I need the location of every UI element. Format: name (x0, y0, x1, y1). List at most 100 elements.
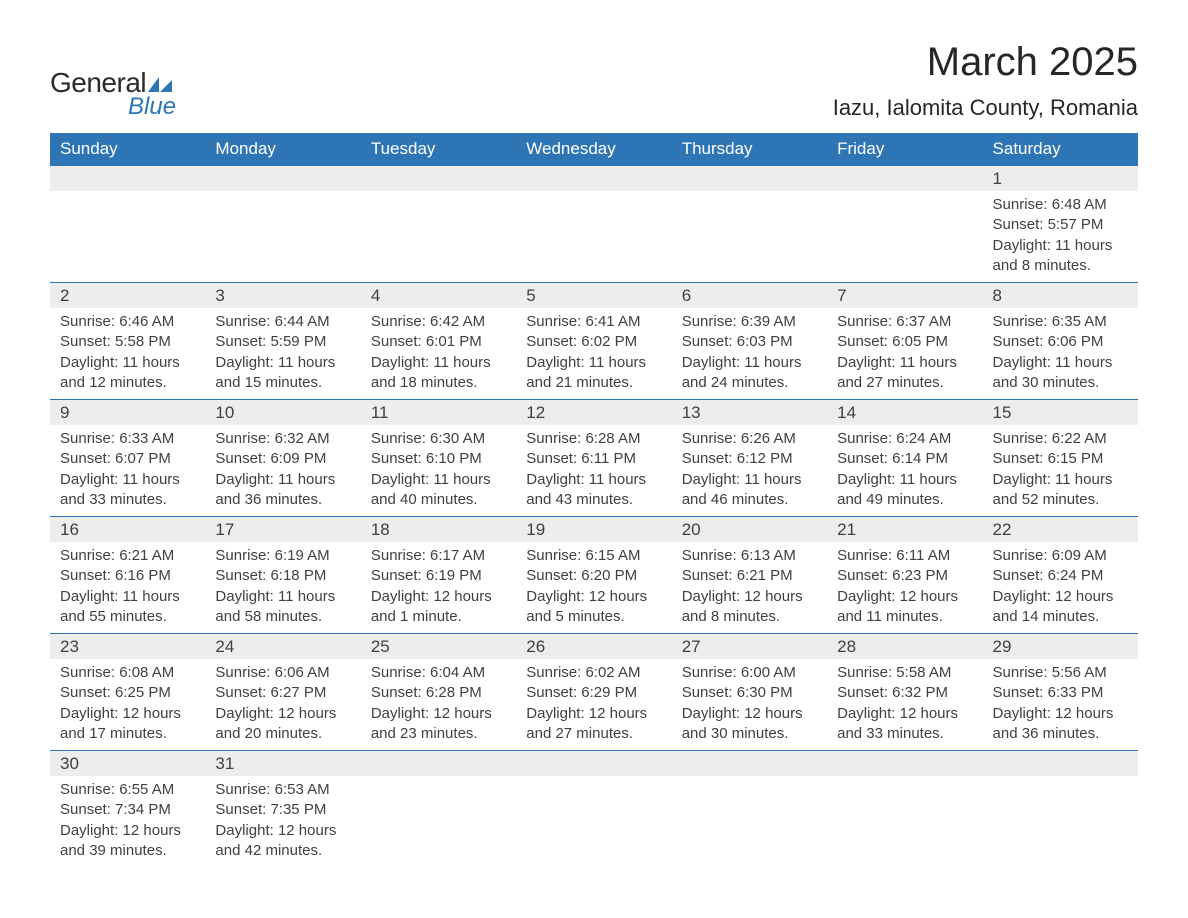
day-day2: and 8 minutes. (682, 607, 817, 627)
day-day2: and 14 minutes. (993, 607, 1128, 627)
day-day2: and 43 minutes. (526, 490, 661, 510)
day-number-cell: 15 (983, 400, 1138, 426)
day-day2: and 8 minutes. (993, 256, 1128, 276)
day-day1: Daylight: 12 hours (215, 704, 350, 724)
day-number-cell: 17 (205, 517, 360, 543)
day-number-cell: 4 (361, 283, 516, 309)
day-day1: Daylight: 12 hours (682, 704, 817, 724)
day-details-cell: Sunrise: 6:02 AMSunset: 6:29 PMDaylight:… (516, 659, 671, 751)
day-details-cell: Sunrise: 6:32 AMSunset: 6:09 PMDaylight:… (205, 425, 360, 517)
location: Iazu, Ialomita County, Romania (833, 95, 1138, 121)
day-number-cell (983, 751, 1138, 777)
day-sunrise: Sunrise: 6:30 AM (371, 429, 506, 449)
day-number-cell: 28 (827, 634, 982, 660)
day-day2: and 30 minutes. (993, 373, 1128, 393)
day-number-cell (205, 166, 360, 192)
day-number-cell: 22 (983, 517, 1138, 543)
day-details-cell: Sunrise: 6:33 AMSunset: 6:07 PMDaylight:… (50, 425, 205, 517)
day-details-cell: Sunrise: 5:58 AMSunset: 6:32 PMDaylight:… (827, 659, 982, 751)
day-sunset: Sunset: 6:02 PM (526, 332, 661, 352)
day-sunset: Sunset: 6:18 PM (215, 566, 350, 586)
day-day2: and 46 minutes. (682, 490, 817, 510)
weekday-header-row: Sunday Monday Tuesday Wednesday Thursday… (50, 133, 1138, 166)
day-details-cell (827, 776, 982, 867)
day-day2: and 27 minutes. (837, 373, 972, 393)
day-sunset: Sunset: 6:15 PM (993, 449, 1128, 469)
day-number-cell (672, 751, 827, 777)
day-details-cell: Sunrise: 6:08 AMSunset: 6:25 PMDaylight:… (50, 659, 205, 751)
day-details-cell (827, 191, 982, 283)
day-day1: Daylight: 12 hours (526, 704, 661, 724)
day-day1: Daylight: 11 hours (993, 353, 1128, 373)
day-sunset: Sunset: 6:28 PM (371, 683, 506, 703)
day-day2: and 39 minutes. (60, 841, 195, 861)
day-sunrise: Sunrise: 6:17 AM (371, 546, 506, 566)
day-details-row: Sunrise: 6:48 AMSunset: 5:57 PMDaylight:… (50, 191, 1138, 283)
day-sunrise: Sunrise: 6:21 AM (60, 546, 195, 566)
day-day1: Daylight: 12 hours (60, 821, 195, 841)
day-day1: Daylight: 12 hours (215, 821, 350, 841)
day-day1: Daylight: 11 hours (215, 587, 350, 607)
day-sunset: Sunset: 7:35 PM (215, 800, 350, 820)
day-sunset: Sunset: 6:01 PM (371, 332, 506, 352)
day-details-cell: Sunrise: 6:11 AMSunset: 6:23 PMDaylight:… (827, 542, 982, 634)
day-number-cell (516, 751, 671, 777)
day-day1: Daylight: 11 hours (682, 470, 817, 490)
day-details-cell: Sunrise: 6:13 AMSunset: 6:21 PMDaylight:… (672, 542, 827, 634)
day-details-cell: Sunrise: 6:19 AMSunset: 6:18 PMDaylight:… (205, 542, 360, 634)
day-number-cell: 16 (50, 517, 205, 543)
day-sunset: Sunset: 6:27 PM (215, 683, 350, 703)
day-sunset: Sunset: 5:59 PM (215, 332, 350, 352)
day-sunrise: Sunrise: 6:53 AM (215, 780, 350, 800)
day-sunset: Sunset: 6:21 PM (682, 566, 817, 586)
day-sunrise: Sunrise: 6:24 AM (837, 429, 972, 449)
day-number-cell: 1 (983, 166, 1138, 192)
day-number-cell: 21 (827, 517, 982, 543)
day-day1: Daylight: 11 hours (60, 353, 195, 373)
day-day1: Daylight: 12 hours (993, 587, 1128, 607)
day-number-cell: 29 (983, 634, 1138, 660)
day-day1: Daylight: 12 hours (682, 587, 817, 607)
day-details-cell: Sunrise: 6:06 AMSunset: 6:27 PMDaylight:… (205, 659, 360, 751)
day-number-cell: 31 (205, 751, 360, 777)
weekday-header: Friday (827, 133, 982, 166)
day-number-cell: 20 (672, 517, 827, 543)
day-details-cell: Sunrise: 6:22 AMSunset: 6:15 PMDaylight:… (983, 425, 1138, 517)
day-day1: Daylight: 11 hours (371, 470, 506, 490)
day-number-cell: 18 (361, 517, 516, 543)
day-details-cell: Sunrise: 6:21 AMSunset: 6:16 PMDaylight:… (50, 542, 205, 634)
day-sunrise: Sunrise: 6:13 AM (682, 546, 817, 566)
day-sunset: Sunset: 6:10 PM (371, 449, 506, 469)
day-day2: and 33 minutes. (837, 724, 972, 744)
day-sunrise: Sunrise: 6:09 AM (993, 546, 1128, 566)
calendar-table: Sunday Monday Tuesday Wednesday Thursday… (50, 133, 1138, 867)
day-sunrise: Sunrise: 6:15 AM (526, 546, 661, 566)
day-sunrise: Sunrise: 6:42 AM (371, 312, 506, 332)
day-details-cell (205, 191, 360, 283)
day-details-cell (672, 191, 827, 283)
day-day2: and 27 minutes. (526, 724, 661, 744)
day-day2: and 11 minutes. (837, 607, 972, 627)
day-details-cell: Sunrise: 6:39 AMSunset: 6:03 PMDaylight:… (672, 308, 827, 400)
day-sunset: Sunset: 6:23 PM (837, 566, 972, 586)
day-sunrise: Sunrise: 6:00 AM (682, 663, 817, 683)
day-day2: and 49 minutes. (837, 490, 972, 510)
day-sunrise: Sunrise: 6:28 AM (526, 429, 661, 449)
day-sunrise: Sunrise: 6:06 AM (215, 663, 350, 683)
day-sunset: Sunset: 6:07 PM (60, 449, 195, 469)
day-sunrise: Sunrise: 6:19 AM (215, 546, 350, 566)
day-details-cell: Sunrise: 6:00 AMSunset: 6:30 PMDaylight:… (672, 659, 827, 751)
day-sunrise: Sunrise: 6:46 AM (60, 312, 195, 332)
day-details-cell: Sunrise: 6:30 AMSunset: 6:10 PMDaylight:… (361, 425, 516, 517)
day-number-cell (361, 166, 516, 192)
day-sunrise: Sunrise: 6:08 AM (60, 663, 195, 683)
day-day2: and 1 minute. (371, 607, 506, 627)
brand-logo: General Blue (50, 67, 176, 121)
day-sunrise: Sunrise: 6:37 AM (837, 312, 972, 332)
day-number-cell: 23 (50, 634, 205, 660)
day-day2: and 20 minutes. (215, 724, 350, 744)
day-number-row: 9101112131415 (50, 400, 1138, 426)
day-sunrise: Sunrise: 6:44 AM (215, 312, 350, 332)
day-details-cell: Sunrise: 6:53 AMSunset: 7:35 PMDaylight:… (205, 776, 360, 867)
day-number-cell (827, 751, 982, 777)
